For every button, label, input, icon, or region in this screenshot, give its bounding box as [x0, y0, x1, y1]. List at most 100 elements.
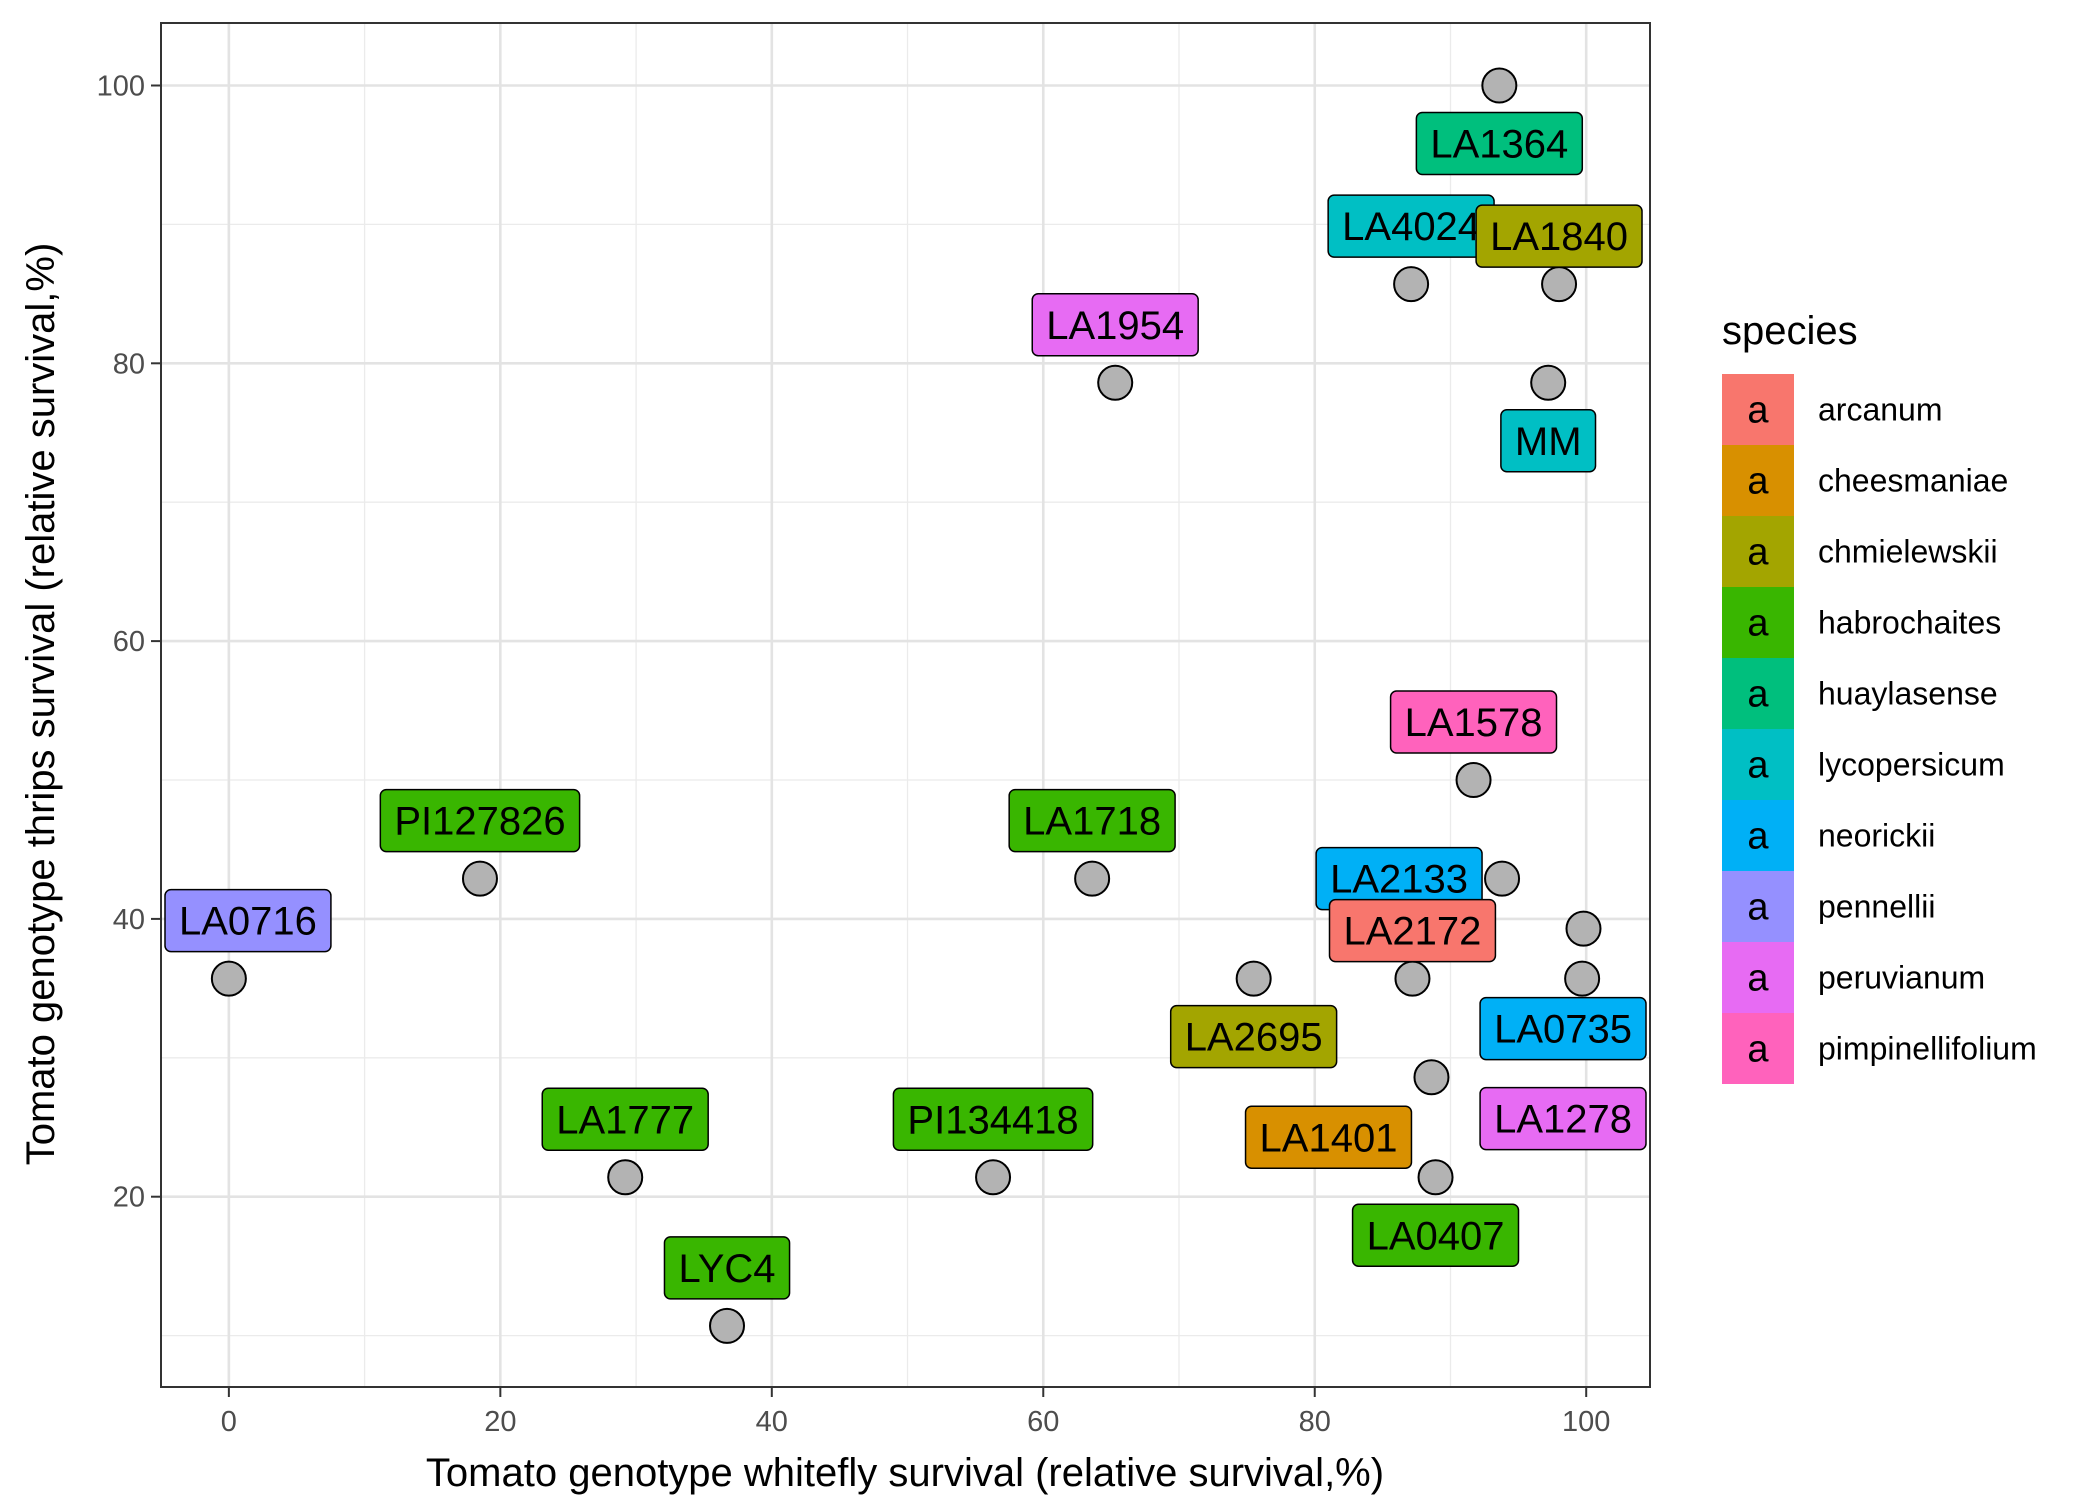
point-label: LA1954 — [1046, 304, 1184, 348]
x-tick-label: 40 — [756, 1406, 788, 1438]
plot-border — [160, 22, 1651, 1388]
axes: 0 20 40 60 80 100 20 40 60 80 100 — [97, 71, 1611, 1438]
legend-label: peruvianum — [1818, 960, 1985, 996]
legend-label: cheesmaniae — [1818, 463, 2008, 499]
legend-key — [1722, 658, 1794, 729]
y-tick-label: 80 — [113, 348, 145, 380]
point-label: LA0716 — [179, 900, 317, 944]
grid — [161, 23, 1650, 1387]
point-label: LA2133 — [1330, 858, 1468, 902]
point-label-box — [164, 888, 332, 953]
points-layer — [210, 67, 1602, 1344]
legend-label: huaylasense — [1818, 676, 1998, 712]
point-label: LA1840 — [1490, 215, 1628, 259]
legend-key-glyph: a — [1747, 887, 1769, 929]
point-label: MM — [1515, 420, 1582, 464]
point-label: LA1718 — [1023, 800, 1161, 844]
point-label-box — [663, 1236, 791, 1300]
point-label-box — [1475, 204, 1643, 268]
point-label: LA4024 — [1342, 205, 1480, 249]
point-label-box — [1328, 898, 1497, 963]
x-tick-label: 20 — [484, 1406, 516, 1438]
legend-key-glyph: a — [1747, 390, 1769, 432]
legend-key-glyph: a — [1747, 674, 1769, 716]
point-label-box — [1389, 690, 1558, 754]
point-label: LYC4 — [678, 1247, 775, 1291]
legend-key-glyph: a — [1747, 532, 1769, 574]
data-point — [1481, 67, 1518, 104]
data-point — [1565, 910, 1602, 947]
data-point — [1393, 266, 1430, 303]
data-point — [1417, 1159, 1454, 1196]
point-label-box — [1500, 409, 1597, 473]
point-label-box — [541, 1087, 709, 1152]
legend-key-glyph: a — [1747, 461, 1769, 503]
point-label: LA1278 — [1494, 1098, 1632, 1142]
legend-key — [1722, 1013, 1794, 1084]
data-point — [1541, 266, 1578, 303]
y-tick-label: 60 — [113, 626, 145, 658]
point-label-box — [1031, 293, 1199, 357]
point-label: PI134418 — [907, 1098, 1078, 1142]
legend-key — [1722, 516, 1794, 587]
point-label-box — [1008, 788, 1176, 853]
legend-label: pimpinellifolium — [1818, 1031, 2037, 1067]
data-point — [461, 860, 498, 897]
point-label: LA2172 — [1344, 910, 1482, 954]
legend-title: species — [1722, 309, 1858, 353]
data-point — [1235, 960, 1272, 997]
point-labels-layer: LA1364 LA4024 LA1840 MM LA1954 LA1578 LA2133 PI… — [164, 111, 1647, 1300]
data-point — [1455, 762, 1492, 799]
data-point — [975, 1159, 1012, 1196]
legend-key-glyph: a — [1747, 1029, 1769, 1071]
legend-key — [1722, 729, 1794, 800]
legend-key — [1722, 445, 1794, 516]
legend-key — [1722, 942, 1794, 1013]
legend-key — [1722, 374, 1794, 445]
legend-key — [1722, 587, 1794, 658]
legend-label: chmielewskii — [1818, 534, 1998, 570]
point-label: LA2695 — [1185, 1016, 1323, 1060]
x-tick-label: 100 — [1562, 1406, 1610, 1438]
data-point — [210, 960, 247, 997]
data-point — [607, 1159, 644, 1196]
x-tick-label: 60 — [1027, 1406, 1059, 1438]
point-label: LA1364 — [1430, 123, 1568, 167]
legend-label: lycopersicum — [1818, 747, 2005, 783]
legend-label: neorickii — [1818, 818, 1935, 854]
legend-items: a arcanum a cheesmaniae a chmielewskii a habroc… — [1722, 374, 2037, 1084]
point-label-box — [1244, 1105, 1413, 1170]
point-label-box — [1351, 1203, 1520, 1268]
data-point — [709, 1307, 746, 1344]
y-tick-label: 20 — [113, 1182, 145, 1214]
point-label-box — [1169, 1004, 1338, 1069]
point-label: LA0407 — [1367, 1214, 1505, 1258]
point-label: LA1578 — [1405, 701, 1543, 745]
y-axis-title: Tomato genotype thrips survival (relativ… — [19, 243, 63, 1166]
data-point — [1394, 960, 1431, 997]
data-point — [1564, 960, 1601, 997]
data-point — [1097, 364, 1134, 401]
legend-key-glyph: a — [1747, 745, 1769, 787]
legend-key-glyph: a — [1747, 603, 1769, 645]
point-label: LA1401 — [1260, 1116, 1398, 1160]
legend-label: habrochaites — [1818, 605, 2001, 641]
x-tick-label: 80 — [1299, 1406, 1331, 1438]
legend: species a arcanum a cheesmaniae a chmielewski… — [1722, 309, 2037, 1084]
data-point — [1484, 860, 1521, 897]
x-tick-label: 0 — [221, 1406, 237, 1438]
legend-key — [1722, 871, 1794, 942]
legend-label: pennellii — [1818, 889, 1935, 925]
point-label-box — [379, 788, 581, 853]
legend-key-glyph: a — [1747, 958, 1769, 1000]
point-label-box — [1415, 111, 1584, 176]
point-label: PI127826 — [394, 800, 565, 844]
legend-label: arcanum — [1818, 392, 1943, 428]
point-label: LA0735 — [1494, 1008, 1632, 1052]
point-label-box — [1479, 1086, 1647, 1151]
x-axis-title: Tomato genotype whitefly survival (relat… — [426, 1451, 1384, 1495]
point-label: LA1777 — [556, 1098, 694, 1142]
point-label-box — [892, 1087, 1094, 1152]
y-tick-label: 100 — [97, 71, 145, 103]
